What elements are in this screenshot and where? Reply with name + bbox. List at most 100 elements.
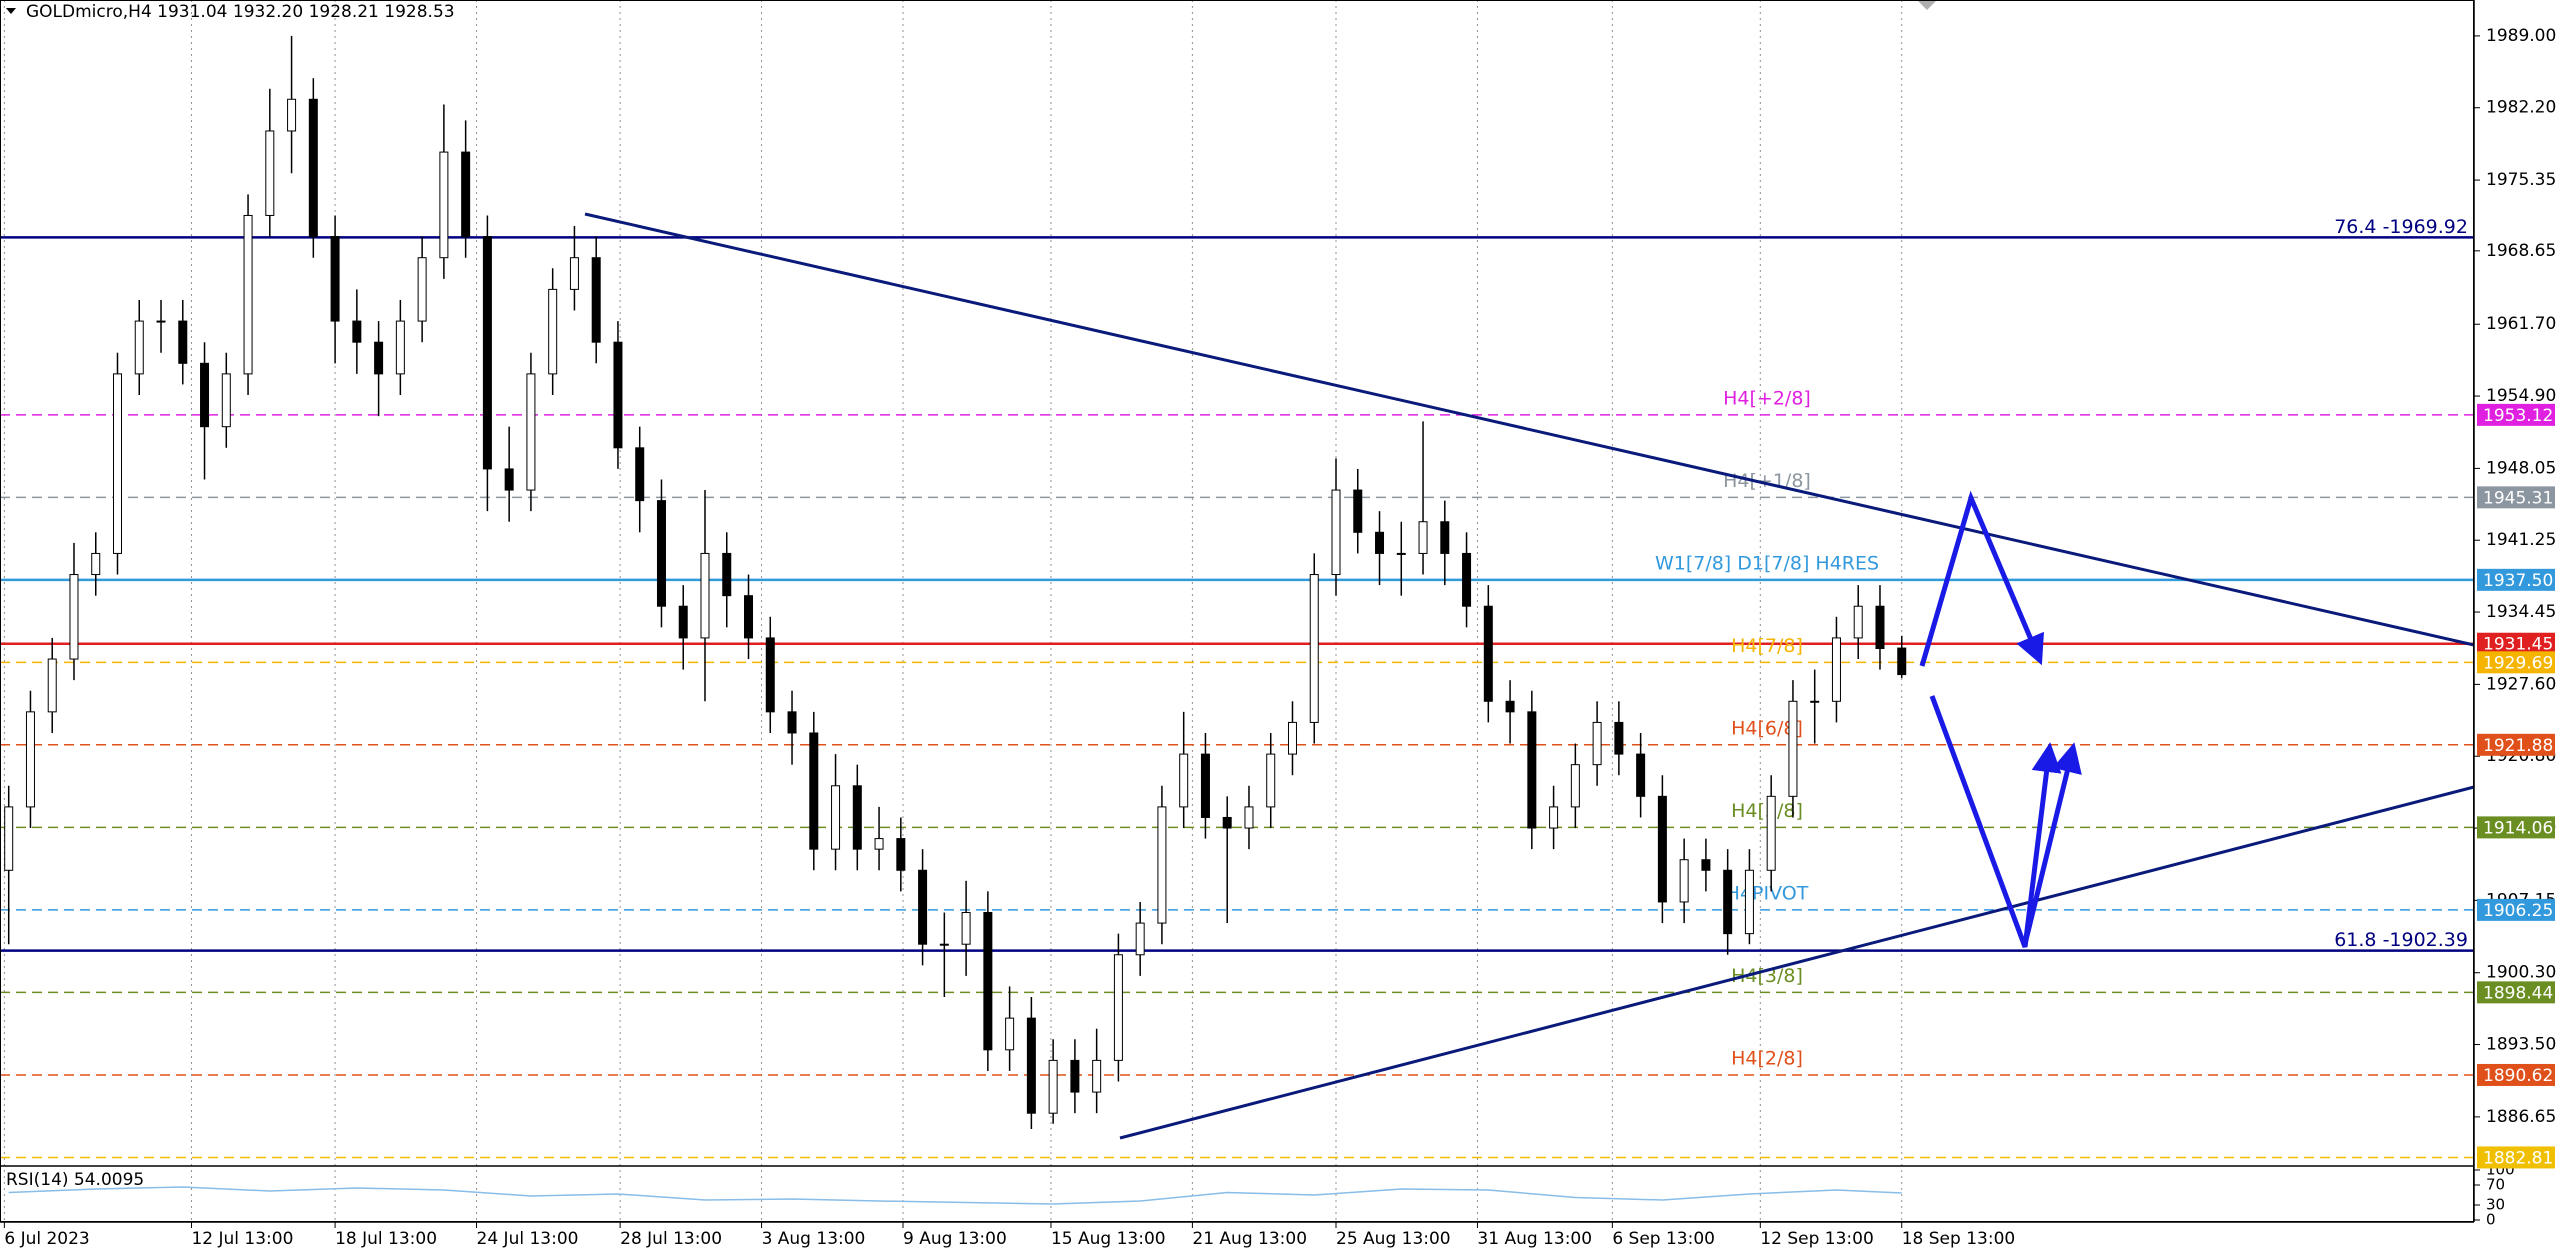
candle-body [156, 320, 166, 323]
price-box [2477, 403, 2555, 426]
frame [0, 0, 2474, 1222]
price-box-label: 1931.45 [2483, 635, 2553, 655]
candle-body [352, 320, 362, 343]
candle-body [504, 468, 514, 491]
y-tick-label: 1927.60 [2486, 674, 2556, 694]
candle-body [1200, 753, 1210, 818]
candle-body [1462, 552, 1472, 607]
candle-body [1048, 1059, 1058, 1114]
candle-body [1266, 753, 1276, 808]
price-box-label: 1898.44 [2483, 983, 2553, 1003]
candle-body [1026, 1017, 1036, 1114]
candle-body [200, 362, 210, 428]
candle-body [1157, 806, 1167, 924]
y-tick-label: 1954.90 [2486, 386, 2556, 406]
candle-body [134, 320, 144, 375]
candle-body [1766, 795, 1776, 871]
forecast-arrow [2022, 742, 2082, 945]
candle-body [1375, 531, 1385, 554]
price-box [2477, 568, 2555, 591]
level-label: H4PIVOT [1726, 882, 1809, 904]
y-tick-label: 1975.35 [2486, 170, 2556, 190]
y-tick-label: 1893.50 [2486, 1035, 2556, 1055]
rsi-tick-label: 70 [2486, 1176, 2505, 1194]
candle-body [1614, 721, 1624, 755]
level-label: H4[+1/8] [1723, 470, 1811, 492]
candle-body [852, 785, 862, 850]
candle-body [1483, 605, 1493, 702]
price-box-label: 1882.81 [2483, 1148, 2553, 1168]
rsi-title: RSI(14) 54.0095 [6, 1170, 144, 1190]
candle-body [1679, 859, 1689, 903]
price-box [2477, 486, 2555, 509]
candle-body [47, 658, 57, 713]
candle-body [25, 711, 35, 808]
candle-body [1309, 574, 1319, 723]
candle-body [961, 912, 971, 945]
x-tick-label: 21 Aug 13:00 [1192, 1229, 1307, 1249]
rsi-tick-label: 0 [2486, 1211, 2496, 1229]
y-tick-label: 1982.20 [2486, 98, 2556, 118]
candle-body [1897, 647, 1907, 676]
candle-body [265, 130, 275, 216]
candle-body [1440, 521, 1450, 554]
candle-body [722, 552, 732, 597]
candle-body [1549, 806, 1559, 829]
candle-body [635, 447, 645, 502]
candle-body [809, 732, 819, 850]
y-tick-label: 1948.05 [2486, 458, 2556, 478]
price-box [2477, 1146, 2555, 1169]
x-tick-label: 18 Jul 13:00 [335, 1229, 437, 1249]
price-box [2477, 651, 2555, 674]
trend-line [1119, 785, 2475, 1140]
level-label: 76.4 -1969.92 [2334, 216, 2468, 238]
y-tick-label: 1886.65 [2486, 1107, 2556, 1127]
level-label: H4[+2/8] [1723, 387, 1811, 409]
rsi-line [8, 1186, 1902, 1205]
candle-body [221, 373, 231, 428]
price-box-label: 1890.62 [2483, 1066, 2553, 1086]
candle-body [1418, 521, 1428, 554]
candle-body [1396, 552, 1406, 555]
candle-body [1853, 605, 1863, 639]
level-label: W1[7/8] D1[7/8] H4RES [1655, 552, 1879, 574]
candle-body [287, 98, 297, 132]
candle-body [1244, 806, 1254, 829]
candle-body [1092, 1059, 1102, 1093]
candle-body [1135, 922, 1145, 956]
candle-body [744, 595, 754, 639]
candle-body [548, 288, 558, 375]
candle-body [700, 552, 710, 639]
y-tick-label: 1934.45 [2486, 602, 2556, 622]
x-tick-label: 28 Jul 13:00 [620, 1229, 722, 1249]
candle-body [613, 341, 623, 449]
candle-body [1723, 869, 1733, 935]
candle-body [1005, 1017, 1015, 1051]
menu-triangle [6, 8, 16, 14]
candle-body [831, 785, 841, 850]
candle-body [1875, 605, 1885, 649]
candle-body [1636, 753, 1646, 797]
price-box-label: 1921.88 [2483, 736, 2553, 756]
x-tick-label: 3 Aug 13:00 [762, 1229, 866, 1249]
candle-body [1113, 954, 1123, 1061]
candle-body [1657, 795, 1667, 903]
x-tick-label: 12 Sep 13:00 [1760, 1229, 1873, 1249]
price-box-label: 1929.69 [2483, 653, 2553, 673]
level-label: H4[3/8] [1731, 965, 1803, 987]
price-box-label: 1945.31 [2483, 488, 2553, 508]
y-tick-label: 1941.25 [2486, 530, 2556, 550]
candle-body [1831, 637, 1841, 702]
level-label: H4[2/8] [1731, 1047, 1803, 1069]
price-box-label: 1937.50 [2483, 571, 2553, 591]
candle-body [526, 373, 536, 491]
y-tick-label: 1989.00 [2486, 26, 2556, 46]
candle-body [395, 320, 405, 375]
x-tick-label: 6 Sep 13:00 [1612, 1229, 1715, 1249]
candle-body [1331, 489, 1341, 576]
candle-body [308, 98, 318, 238]
price-box-label: 1906.25 [2483, 901, 2553, 921]
forecast-arrow [1919, 490, 2045, 667]
candle-body [918, 869, 928, 945]
